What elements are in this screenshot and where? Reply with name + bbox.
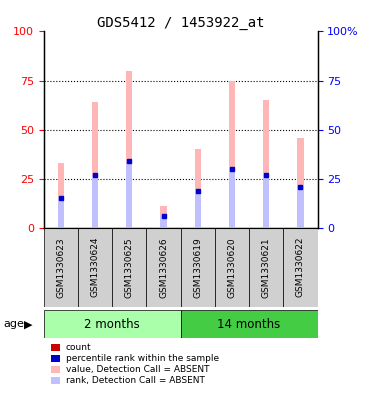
Bar: [44, 310, 181, 338]
Text: GSM1330620: GSM1330620: [227, 237, 237, 298]
Text: GSM1330622: GSM1330622: [296, 237, 305, 298]
Bar: [146, 228, 181, 307]
Bar: [229, 169, 235, 228]
Bar: [126, 161, 132, 228]
Bar: [283, 228, 318, 307]
Bar: [181, 228, 215, 307]
Bar: [92, 175, 98, 228]
Bar: [58, 198, 64, 228]
Text: GSM1330619: GSM1330619: [193, 237, 202, 298]
Text: rank, Detection Call = ABSENT: rank, Detection Call = ABSENT: [66, 376, 204, 385]
Bar: [58, 163, 64, 228]
Bar: [112, 228, 146, 307]
Text: GSM1330623: GSM1330623: [57, 237, 65, 298]
Bar: [297, 187, 304, 228]
Text: ▶: ▶: [24, 319, 32, 329]
Bar: [215, 228, 249, 307]
Text: value, Detection Call = ABSENT: value, Detection Call = ABSENT: [66, 365, 209, 374]
Bar: [181, 310, 318, 338]
Bar: [78, 228, 112, 307]
Bar: [263, 175, 269, 228]
Bar: [297, 138, 304, 228]
Text: 14 months: 14 months: [218, 318, 281, 331]
Text: percentile rank within the sample: percentile rank within the sample: [66, 354, 219, 363]
Text: 2 months: 2 months: [84, 318, 140, 331]
Bar: [195, 191, 201, 228]
Text: count: count: [66, 343, 91, 352]
Text: age: age: [4, 319, 24, 329]
Text: GSM1330624: GSM1330624: [91, 237, 100, 298]
Bar: [92, 102, 98, 228]
Text: GSM1330621: GSM1330621: [262, 237, 271, 298]
Title: GDS5412 / 1453922_at: GDS5412 / 1453922_at: [97, 17, 264, 30]
Bar: [44, 228, 78, 307]
Bar: [161, 216, 167, 228]
Text: GSM1330625: GSM1330625: [125, 237, 134, 298]
Bar: [263, 100, 269, 228]
Bar: [126, 71, 132, 228]
Bar: [229, 81, 235, 228]
Text: GSM1330626: GSM1330626: [159, 237, 168, 298]
Bar: [161, 206, 167, 228]
Bar: [249, 228, 283, 307]
Bar: [195, 149, 201, 228]
